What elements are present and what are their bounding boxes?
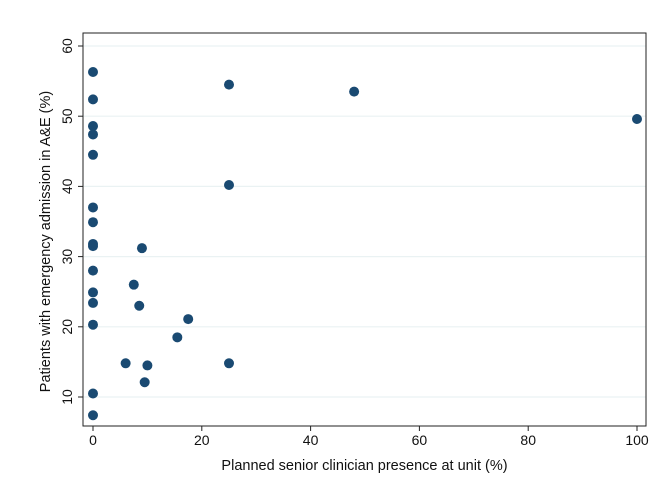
data-point <box>88 94 98 105</box>
data-point <box>349 86 360 97</box>
data-point <box>183 314 194 325</box>
data-point <box>88 388 98 399</box>
y-tick-label: 50 <box>59 108 75 124</box>
y-tick-label: 40 <box>59 178 75 194</box>
x-tick-label: 100 <box>625 432 649 448</box>
x-tick-label: 60 <box>412 432 428 448</box>
x-axis-title: Planned senior clinician presence at uni… <box>221 458 507 474</box>
data-points <box>88 66 642 421</box>
data-point <box>139 377 150 388</box>
data-point <box>88 241 98 252</box>
data-point <box>136 243 147 254</box>
plot-frame <box>82 32 647 427</box>
data-point <box>88 287 98 298</box>
data-point <box>632 114 642 125</box>
data-point <box>88 129 98 140</box>
x-tick-label: 0 <box>89 432 97 448</box>
data-point <box>224 79 234 90</box>
x-tick-label: 40 <box>303 432 319 448</box>
y-tick-label: 60 <box>59 38 75 54</box>
y-tick-label: 10 <box>59 389 75 405</box>
data-point <box>88 410 98 421</box>
data-point <box>128 279 139 290</box>
x-tick-label: 80 <box>520 432 536 448</box>
data-point <box>142 360 153 371</box>
x-tick-label: 20 <box>194 432 210 448</box>
data-point <box>88 121 98 132</box>
y-axis-title: Patients with emergency admission in A&E… <box>38 91 54 392</box>
gridlines <box>83 45 646 398</box>
axes: 10 20 30 40 50 60 0 20 40 60 80 100 <box>59 38 649 448</box>
data-point <box>88 149 98 160</box>
data-point <box>88 297 98 308</box>
data-point <box>88 66 98 77</box>
data-point <box>172 332 183 343</box>
data-point <box>88 217 98 228</box>
data-point <box>120 358 131 369</box>
data-point <box>88 319 98 330</box>
data-point <box>224 358 234 369</box>
data-point <box>88 202 98 213</box>
data-point <box>134 300 145 311</box>
y-tick-label: 20 <box>59 319 75 335</box>
data-point <box>88 265 98 276</box>
y-tick-label: 30 <box>59 249 75 265</box>
data-point <box>224 179 234 190</box>
